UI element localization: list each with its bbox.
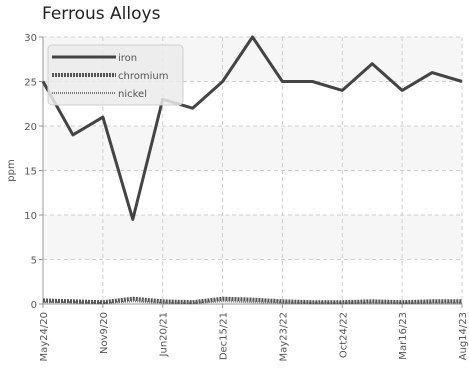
x-tick-label: Aug14/23 bbox=[458, 312, 469, 360]
x-tick-label: Dec15/21 bbox=[219, 312, 230, 360]
y-axis-label: ppm bbox=[6, 159, 17, 181]
legend: iron chromium nickel bbox=[47, 44, 184, 106]
y-tick-label: 25 bbox=[24, 78, 37, 89]
y-tick-label: 20 bbox=[24, 122, 37, 133]
plot-band bbox=[43, 215, 462, 260]
y-tick-label: 15 bbox=[24, 167, 37, 178]
x-tick-label: May23/22 bbox=[278, 312, 289, 362]
y-tick-label: 0 bbox=[31, 300, 37, 311]
plot-band bbox=[43, 259, 462, 304]
y-tick-label: 5 bbox=[31, 256, 37, 267]
legend-label-chromium: chromium bbox=[118, 71, 168, 82]
plot-band bbox=[43, 126, 462, 171]
y-tick-label: 10 bbox=[24, 211, 37, 222]
x-tick-label: Jun20/21 bbox=[159, 312, 170, 357]
series-line-iron bbox=[41, 35, 463, 221]
legend-label-nickel: nickel bbox=[118, 89, 147, 100]
x-tick-label: May24/20 bbox=[39, 312, 50, 362]
x-tick-label: Oct24/22 bbox=[338, 312, 349, 358]
x-tick-label: Mar16/23 bbox=[398, 312, 409, 360]
x-tick-label: Nov9/20 bbox=[99, 312, 110, 354]
legend-label-iron: iron bbox=[118, 53, 137, 64]
chart-title: Ferrous Alloys bbox=[42, 4, 161, 24]
series-line-chromium bbox=[42, 296, 462, 305]
plot-band bbox=[43, 170, 462, 215]
y-tick-label: 30 bbox=[24, 33, 37, 44]
